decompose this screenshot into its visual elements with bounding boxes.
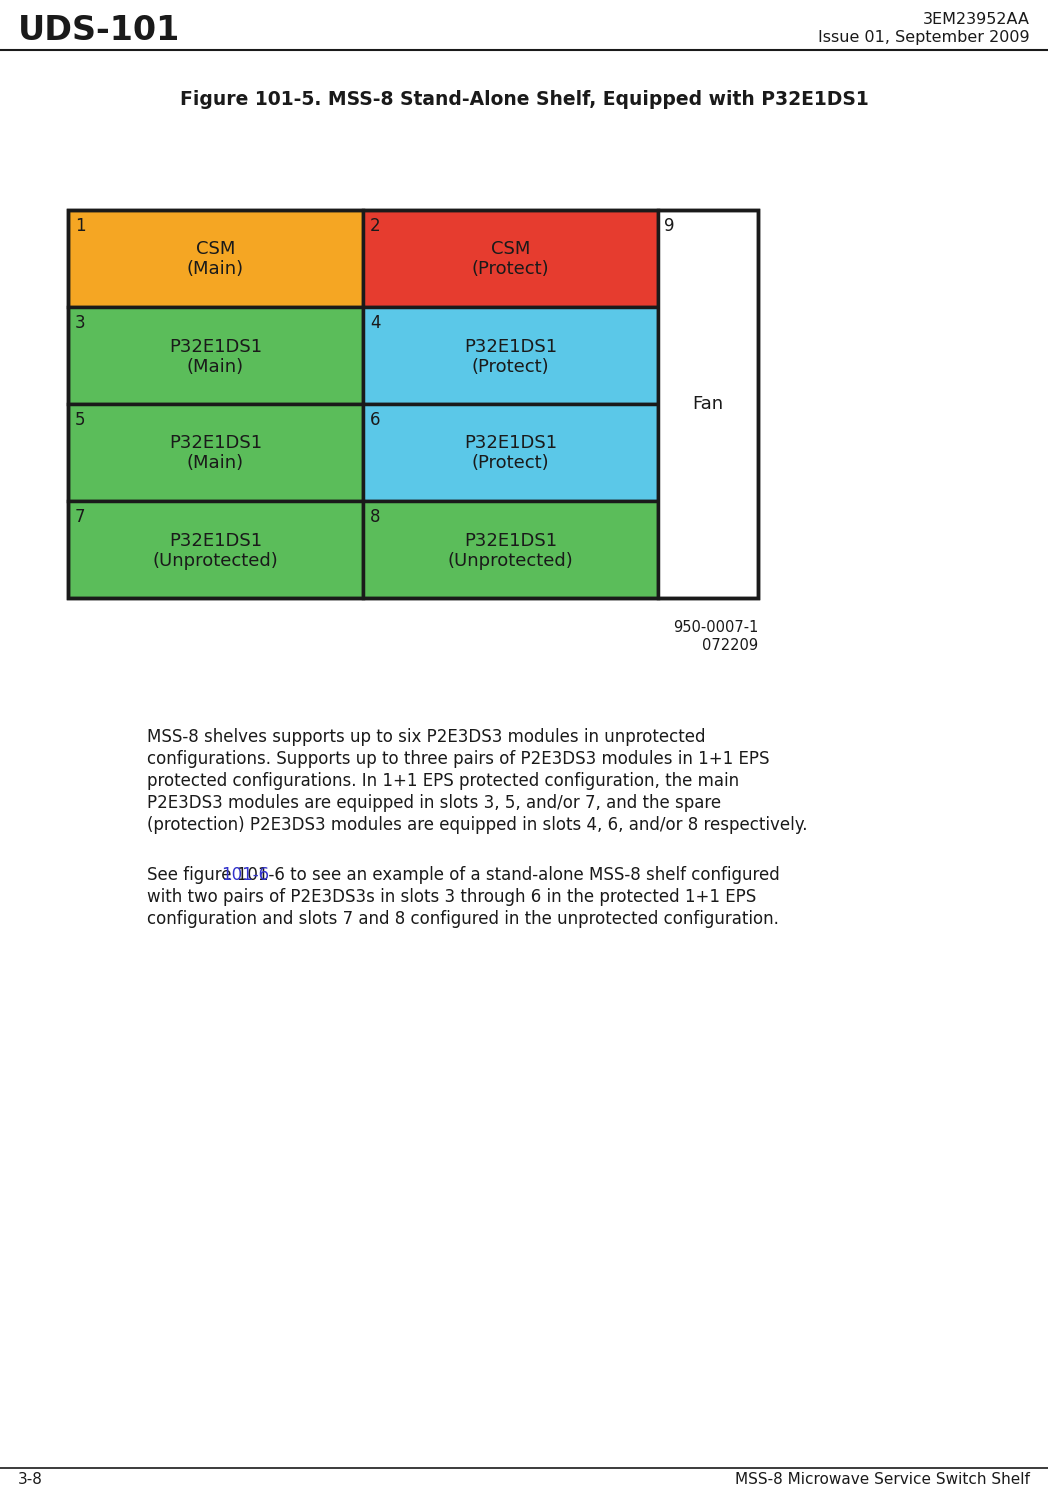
Text: Issue 01, September 2009: Issue 01, September 2009 xyxy=(818,30,1030,45)
Text: See figure 101-6 to see an example of a stand-alone MSS-8 shelf configured: See figure 101-6 to see an example of a … xyxy=(147,866,780,884)
Text: P2E3DS3 modules are equipped in slots 3, 5, and/or 7, and the spare: P2E3DS3 modules are equipped in slots 3,… xyxy=(147,794,721,812)
Text: (Main): (Main) xyxy=(187,261,244,279)
Text: configurations. Supports up to three pairs of P2E3DS3 modules in 1+1 EPS: configurations. Supports up to three pai… xyxy=(147,750,769,768)
Bar xyxy=(363,500,658,598)
Text: 2: 2 xyxy=(370,217,380,235)
Text: 3-8: 3-8 xyxy=(18,1473,43,1488)
Text: Figure 101-5. MSS-8 Stand-Alone Shelf, Equipped with P32E1DS1: Figure 101-5. MSS-8 Stand-Alone Shelf, E… xyxy=(179,90,869,109)
Text: (Protect): (Protect) xyxy=(472,261,549,279)
Text: CSM: CSM xyxy=(490,241,530,259)
Text: 5: 5 xyxy=(75,410,86,428)
Text: (Protect): (Protect) xyxy=(472,454,549,472)
Text: protected configurations. In 1+1 EPS protected configuration, the main: protected configurations. In 1+1 EPS pro… xyxy=(147,771,739,789)
Text: configuration and slots 7 and 8 configured in the unprotected configuration.: configuration and slots 7 and 8 configur… xyxy=(147,909,779,927)
Text: P32E1DS1: P32E1DS1 xyxy=(169,532,262,550)
Text: (Unprotected): (Unprotected) xyxy=(153,551,279,569)
Bar xyxy=(68,307,363,404)
Text: CSM: CSM xyxy=(196,241,235,259)
Text: (protection) P2E3DS3 modules are equipped in slots 4, 6, and/or 8 respectively.: (protection) P2E3DS3 modules are equippe… xyxy=(147,816,808,834)
Text: (Unprotected): (Unprotected) xyxy=(447,551,573,569)
Text: 8: 8 xyxy=(370,508,380,526)
Bar xyxy=(658,210,758,598)
Text: (Main): (Main) xyxy=(187,454,244,472)
Text: Fan: Fan xyxy=(693,395,723,413)
Bar xyxy=(363,404,658,500)
Text: MSS-8 Microwave Service Switch Shelf: MSS-8 Microwave Service Switch Shelf xyxy=(735,1473,1030,1488)
Text: 6: 6 xyxy=(370,410,380,428)
Text: 7: 7 xyxy=(75,508,86,526)
Text: 1: 1 xyxy=(75,217,86,235)
Text: 3EM23952AA: 3EM23952AA xyxy=(923,12,1030,27)
Text: P32E1DS1: P32E1DS1 xyxy=(464,337,558,355)
Text: 9: 9 xyxy=(664,217,675,235)
Bar xyxy=(68,210,363,307)
Text: P32E1DS1: P32E1DS1 xyxy=(169,434,262,452)
Text: 4: 4 xyxy=(370,315,380,333)
Text: with two pairs of P2E3DS3s in slots 3 through 6 in the protected 1+1 EPS: with two pairs of P2E3DS3s in slots 3 th… xyxy=(147,888,757,906)
Text: P32E1DS1: P32E1DS1 xyxy=(464,434,558,452)
Text: P32E1DS1: P32E1DS1 xyxy=(464,532,558,550)
Bar xyxy=(363,210,658,307)
Text: (Main): (Main) xyxy=(187,358,244,376)
Bar xyxy=(68,210,758,598)
Bar xyxy=(68,404,363,500)
Text: 101-6: 101-6 xyxy=(221,866,269,884)
Bar xyxy=(68,500,363,598)
Text: P32E1DS1: P32E1DS1 xyxy=(169,337,262,355)
Text: UDS-101: UDS-101 xyxy=(18,13,180,46)
Text: (Protect): (Protect) xyxy=(472,358,549,376)
Text: MSS-8 shelves supports up to six P2E3DS3 modules in unprotected: MSS-8 shelves supports up to six P2E3DS3… xyxy=(147,728,705,746)
Text: 3: 3 xyxy=(75,315,86,333)
Text: 072209: 072209 xyxy=(702,638,758,653)
Bar xyxy=(363,307,658,404)
Text: 950-0007-1: 950-0007-1 xyxy=(673,620,758,635)
